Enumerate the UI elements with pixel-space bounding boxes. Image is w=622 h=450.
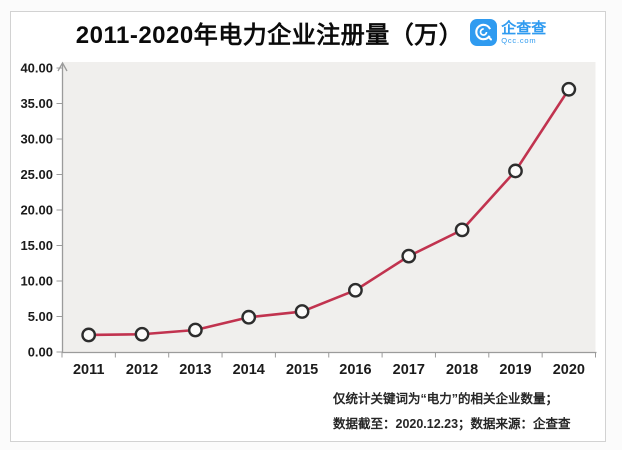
qcc-logo-icon (470, 19, 498, 46)
x-tick-label: 2013 (179, 362, 211, 378)
x-tick-label: 2015 (286, 362, 318, 378)
title-row: 2011-2020年电力企业注册量（万） 企查查 Qcc.com (0, 15, 622, 50)
x-tick-label: 2014 (233, 362, 265, 378)
qcc-logo-text: 企查查 Qcc.com (501, 21, 546, 45)
y-tick-label: 30.00 (20, 132, 53, 147)
y-tick-label: 25.00 (20, 167, 53, 182)
y-tick-label: 15.00 (20, 238, 53, 253)
qcc-logo-domain: Qcc.com (501, 35, 537, 45)
x-tick-label: 2016 (339, 362, 371, 378)
y-tick-label: 5.00 (28, 309, 53, 324)
y-tick-label: 10.00 (20, 274, 53, 289)
data-point-2018 (454, 222, 470, 238)
y-axis-arrow (57, 61, 68, 72)
data-point-2013 (187, 322, 203, 338)
footnote-line2: 数据截至：2020.12.23；数据来源：企查查 (333, 417, 571, 431)
data-point-2017 (401, 248, 417, 264)
qcc-logo-name: 企查查 (501, 19, 547, 37)
y-tick-label: 35.00 (20, 96, 53, 111)
x-tick-label: 2017 (393, 362, 425, 378)
x-tick-label: 2012 (126, 362, 158, 378)
qcc-logo: 企查查 Qcc.com (470, 19, 546, 46)
plot-background (63, 62, 596, 352)
data-point-2020 (561, 81, 577, 97)
x-tick-label: 2020 (553, 362, 585, 378)
data-point-2015 (294, 304, 310, 319)
data-point-2016 (348, 282, 363, 298)
x-tick-label: 2018 (446, 362, 478, 378)
series-line (88, 88, 570, 337)
data-point-2014 (241, 309, 257, 325)
chart-title: 2011-2020年电力企业注册量（万） (75, 22, 464, 49)
data-point-2011 (81, 327, 97, 343)
y-tick-label: 20.00 (20, 203, 53, 218)
y-tick-label: 40.00 (20, 61, 53, 76)
footnote-line1: 仅统计关键词为“电力”的相关企业数量； (333, 392, 559, 406)
x-tick-label: 2019 (499, 362, 531, 378)
data-point-2012 (134, 326, 150, 342)
y-tick-label: 0.00 (28, 345, 53, 360)
x-tick-label: 2011 (73, 362, 104, 378)
chart-footnote: 仅统计关键词为“电力”的相关企业数量； 数据截至：2020.12.23；数据来源… (333, 387, 571, 437)
data-point-2019 (508, 163, 523, 179)
